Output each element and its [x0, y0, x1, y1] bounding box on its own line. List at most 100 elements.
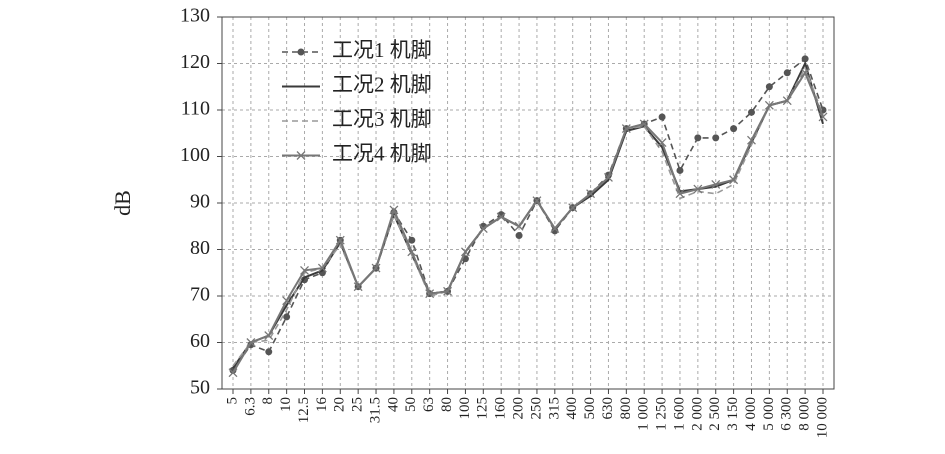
- y-tick-label: 100: [180, 144, 210, 166]
- marker: [783, 69, 791, 77]
- x-tick-label: 1 250: [654, 397, 670, 431]
- x-tick-label: 100: [457, 397, 473, 420]
- x-tick-label: 10 000: [814, 397, 830, 438]
- marker: [514, 221, 524, 231]
- marker: [694, 134, 702, 142]
- marker: [639, 119, 649, 129]
- marker: [765, 83, 773, 91]
- marker: [818, 112, 828, 122]
- marker: [764, 100, 774, 110]
- x-tick-label: 25: [350, 397, 366, 412]
- x-tick-label: 12.5: [296, 397, 312, 423]
- x-tick-label: 250: [528, 397, 544, 420]
- x-tick-label: 1 600: [671, 397, 687, 431]
- marker: [497, 211, 505, 219]
- x-tick-label: 31.5: [367, 397, 383, 423]
- x-tick-label: 4 000: [743, 397, 759, 431]
- marker: [801, 55, 809, 63]
- x-tick-label: 5: [224, 397, 240, 405]
- x-tick-label: 500: [582, 397, 598, 420]
- x-tick-label: 6 300: [779, 397, 795, 431]
- marker: [747, 108, 755, 116]
- marker: [676, 166, 684, 174]
- legend-label: 工况4 机脚: [332, 141, 432, 165]
- legend-label: 工况3 机脚: [332, 107, 432, 131]
- marker: [496, 212, 506, 222]
- x-tick-label: 63: [421, 397, 437, 412]
- x-tick-label: 800: [618, 397, 634, 420]
- x-tick-label: 160: [493, 397, 509, 420]
- marker: [389, 205, 399, 215]
- marker: [265, 348, 273, 356]
- x-tick-label: 50: [403, 397, 419, 412]
- marker: [228, 368, 238, 378]
- x-tick-label: 315: [546, 397, 562, 420]
- marker: [730, 125, 738, 133]
- y-tick-label: 120: [180, 51, 210, 73]
- marker: [515, 232, 523, 240]
- plot-frame: [221, 16, 835, 390]
- marker: [551, 227, 559, 235]
- x-tick-label: 2 000: [689, 397, 705, 431]
- marker: [568, 203, 578, 213]
- marker: [621, 124, 631, 134]
- y-tick-label: 80: [190, 237, 210, 259]
- y-tick-label: 130: [180, 5, 210, 27]
- marker: [425, 289, 435, 299]
- marker: [586, 189, 596, 199]
- marker: [712, 134, 720, 142]
- x-tick-label: 6.3: [242, 397, 258, 416]
- marker: [729, 175, 739, 185]
- marker: [443, 286, 453, 296]
- marker: [460, 247, 470, 257]
- y-tick-label: 60: [190, 330, 210, 352]
- x-tick-label: 200: [510, 397, 526, 420]
- series-line: [232, 60, 824, 369]
- y-tick-label: 110: [181, 98, 210, 120]
- series-line: [232, 57, 824, 371]
- x-tick-label: 3 150: [725, 397, 741, 431]
- x-tick-label: 2 500: [707, 397, 723, 431]
- x-tick-label: 16: [314, 397, 330, 413]
- marker: [532, 196, 542, 206]
- y-tick-label: 90: [190, 191, 210, 213]
- marker: [282, 296, 292, 306]
- x-tick-label: 630: [600, 397, 616, 420]
- marker: [603, 172, 613, 182]
- x-tick-label: 400: [564, 397, 580, 420]
- marker: [747, 135, 756, 145]
- marker: [693, 184, 703, 194]
- x-tick-label: 80: [439, 397, 455, 412]
- x-tick-label: 8: [260, 397, 276, 405]
- marker: [297, 48, 305, 56]
- y-tick-label: 70: [190, 284, 210, 306]
- marker: [657, 138, 667, 148]
- marker: [246, 338, 256, 347]
- y-tick-label: 50: [190, 377, 210, 399]
- marker: [675, 189, 685, 199]
- legend-label: 工况1 机脚: [332, 38, 432, 62]
- y-axis-label: dB: [110, 190, 135, 216]
- x-tick-label: 40: [385, 397, 401, 412]
- series-line: [232, 70, 824, 374]
- marker: [335, 235, 345, 245]
- marker: [371, 263, 381, 273]
- marker: [407, 247, 417, 257]
- marker: [296, 151, 306, 160]
- marker: [408, 236, 416, 244]
- marker: [317, 263, 327, 273]
- x-tick-label: 8 000: [797, 397, 813, 431]
- marker: [711, 179, 721, 189]
- marker: [550, 224, 560, 234]
- legend-label: 工况2 机脚: [332, 72, 432, 96]
- x-tick-label: 10: [278, 397, 294, 412]
- marker: [782, 96, 792, 106]
- marker: [264, 331, 274, 340]
- marker: [300, 265, 309, 275]
- x-tick-label: 1 000: [636, 397, 652, 431]
- marker: [478, 224, 488, 234]
- x-tick-label: 5 000: [761, 397, 777, 431]
- x-tick-label: 20: [332, 397, 348, 412]
- marker: [658, 113, 666, 121]
